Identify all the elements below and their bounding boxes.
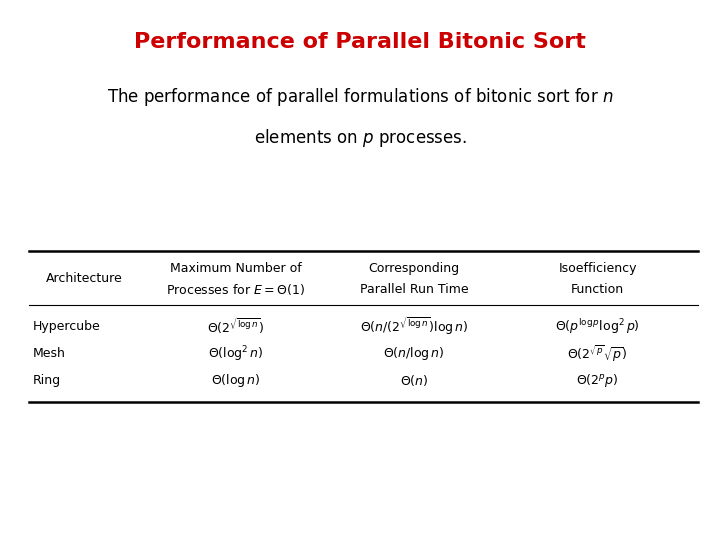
Text: $\Theta(n/(2^{\sqrt{\log n}})\log n)$: $\Theta(n/(2^{\sqrt{\log n}})\log n)$ — [360, 316, 468, 338]
Text: Processes for $E = \Theta(1)$: Processes for $E = \Theta(1)$ — [166, 282, 305, 298]
Text: $\Theta(p^{\log p}\log^2 p)$: $\Theta(p^{\log p}\log^2 p)$ — [555, 317, 640, 336]
Text: Hypercube: Hypercube — [32, 320, 100, 333]
Text: Parallel Run Time: Parallel Run Time — [360, 284, 468, 296]
Text: Function: Function — [571, 284, 624, 296]
Text: $\Theta(n)$: $\Theta(n)$ — [400, 373, 428, 388]
Text: $\Theta(2^{\sqrt{\log n}})$: $\Theta(2^{\sqrt{\log n}})$ — [207, 317, 265, 336]
Text: $\Theta(\log n)$: $\Theta(\log n)$ — [211, 372, 261, 389]
Text: $\Theta(\log^2 n)$: $\Theta(\log^2 n)$ — [208, 344, 264, 363]
Text: Isoefficiency: Isoefficiency — [558, 262, 637, 275]
Text: Corresponding: Corresponding — [369, 262, 459, 275]
Text: $\Theta(2^p p)$: $\Theta(2^p p)$ — [577, 372, 618, 389]
Text: Maximum Number of: Maximum Number of — [170, 262, 302, 275]
Text: The performance of parallel formulations of bitonic sort for $n$: The performance of parallel formulations… — [107, 86, 613, 108]
Text: $\Theta(2^{\sqrt{p}}\sqrt{p})$: $\Theta(2^{\sqrt{p}}\sqrt{p})$ — [567, 343, 628, 364]
Text: Mesh: Mesh — [32, 347, 66, 360]
Text: Ring: Ring — [32, 374, 60, 387]
Text: Architecture: Architecture — [46, 272, 123, 285]
Text: elements on $p$ processes.: elements on $p$ processes. — [253, 127, 467, 148]
Text: $\Theta(n/\log n)$: $\Theta(n/\log n)$ — [383, 345, 445, 362]
Text: Performance of Parallel Bitonic Sort: Performance of Parallel Bitonic Sort — [134, 32, 586, 52]
